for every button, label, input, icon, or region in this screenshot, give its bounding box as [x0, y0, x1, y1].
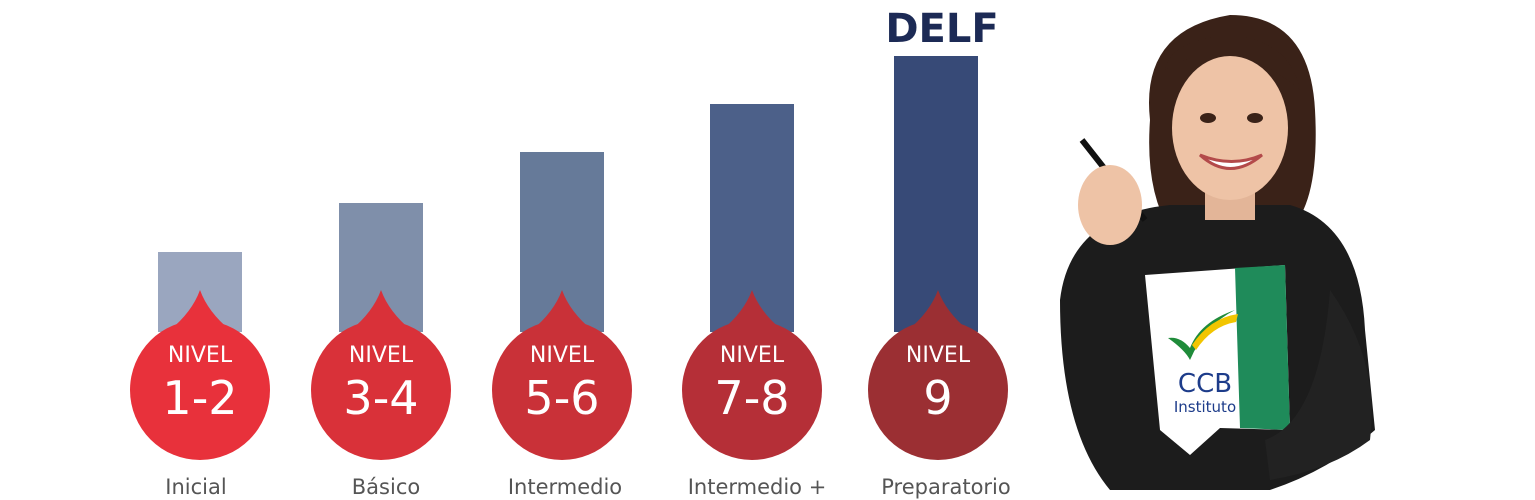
- drop-tip: [532, 290, 592, 330]
- level-number: 5-6: [524, 371, 599, 425]
- level-label: Intermedio +: [688, 475, 827, 499]
- drop-tip: [170, 290, 230, 330]
- eye: [1247, 113, 1263, 123]
- drop: [868, 320, 1008, 460]
- level: NIVEL 5-6 Intermedio: [492, 152, 632, 499]
- arm: [1265, 290, 1372, 480]
- logo-name: CCB: [1178, 369, 1232, 399]
- level-label: Inicial: [165, 475, 226, 499]
- level-label: Intermedio: [508, 475, 622, 499]
- level: NIVEL 9 Preparatorio: [868, 56, 1011, 499]
- headline: DELF: [885, 6, 998, 52]
- smile: [1198, 153, 1263, 170]
- book-stripe: [1235, 265, 1290, 430]
- logo-accent: [1192, 314, 1238, 350]
- drop-tip: [722, 290, 782, 330]
- person-illustration: CCB Instituto: [1060, 15, 1375, 490]
- level-prefix: NIVEL: [168, 343, 233, 368]
- level-label: Preparatorio: [881, 475, 1011, 499]
- level-number: 7-8: [714, 371, 789, 425]
- level-prefix: NIVEL: [906, 343, 971, 368]
- eye: [1200, 113, 1216, 123]
- fringe: [1165, 35, 1300, 90]
- level-number: 9: [923, 371, 952, 425]
- drop: [492, 320, 632, 460]
- logo-subtitle: Instituto: [1174, 398, 1236, 416]
- level-prefix: NIVEL: [720, 343, 785, 368]
- level-number: 3-4: [343, 371, 418, 425]
- drop: [130, 320, 270, 460]
- hand: [1078, 165, 1142, 245]
- drop-tip: [908, 290, 968, 330]
- bar: [894, 56, 978, 332]
- face: [1172, 56, 1288, 200]
- level-prefix: NIVEL: [530, 343, 595, 368]
- level: NIVEL 7-8 Intermedio +: [682, 104, 826, 499]
- level: NIVEL 1-2 Inicial: [130, 252, 270, 499]
- drop: [682, 320, 822, 460]
- drop: [311, 320, 451, 460]
- drop-tip: [351, 290, 411, 330]
- level-label: Básico: [352, 475, 420, 499]
- level-prefix: NIVEL: [349, 343, 414, 368]
- level-number: 1-2: [162, 371, 237, 425]
- level: NIVEL 3-4 Básico: [311, 203, 451, 499]
